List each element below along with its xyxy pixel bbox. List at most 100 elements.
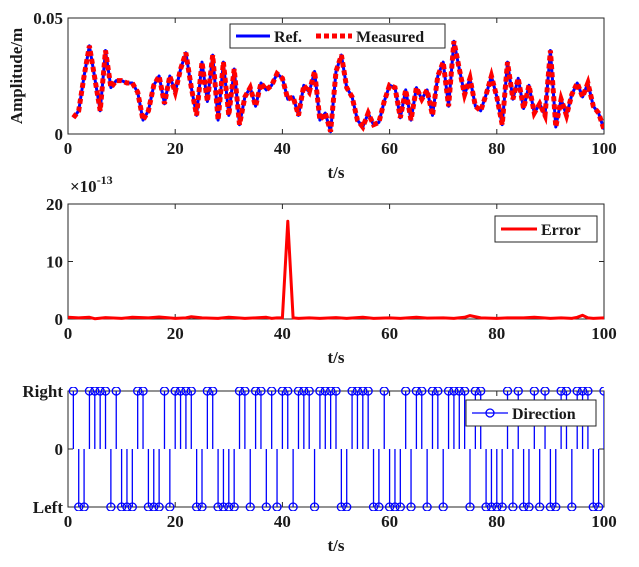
stem-marker xyxy=(267,387,277,396)
stem-marker xyxy=(90,387,100,396)
x-tick-label: 0 xyxy=(64,324,73,343)
stem-marker xyxy=(149,502,159,511)
stem-marker xyxy=(556,387,566,396)
stem-marker xyxy=(454,387,464,396)
y-tick-label: 20 xyxy=(46,195,63,214)
stem-marker xyxy=(540,387,550,396)
stem-marker xyxy=(234,387,245,396)
stem-marker xyxy=(68,387,79,396)
stem-marker xyxy=(100,387,111,396)
stem-marker xyxy=(299,387,309,396)
legend-label-ref: Ref. xyxy=(274,29,302,46)
stem-marker xyxy=(417,387,427,396)
x-tick-label: 100 xyxy=(591,324,617,343)
stem-marker xyxy=(74,502,84,511)
y-tick-label: Left xyxy=(33,498,64,517)
x-tick-label: 60 xyxy=(381,139,398,158)
stem-marker xyxy=(229,502,239,511)
stem-marker xyxy=(572,387,582,396)
stem-marker xyxy=(272,502,282,511)
stem-marker xyxy=(588,502,598,511)
stem-marker xyxy=(111,387,121,396)
stem-marker xyxy=(213,502,223,511)
series-line-measured xyxy=(71,40,604,133)
y-tick-label: 0 xyxy=(55,125,64,144)
plot-area xyxy=(68,219,604,321)
subplot-2: 0 20 40 60 80 100 0 10 20 t/s ×10-13 Error xyxy=(46,173,617,367)
x-tick-label: 100 xyxy=(591,139,617,158)
stem-marker xyxy=(449,387,459,396)
x-tick-label: 100 xyxy=(591,512,617,531)
stem-marker xyxy=(277,387,288,396)
stem-marker xyxy=(599,387,604,396)
stem-marker xyxy=(465,502,475,511)
scale-exponent-power: -13 xyxy=(97,173,113,187)
stem-marker xyxy=(583,387,593,396)
stem-marker xyxy=(170,387,180,396)
y-ticks: Right 0 Left xyxy=(22,382,604,517)
stem-marker xyxy=(197,502,207,511)
legend: Direction xyxy=(465,399,597,427)
x-tick-label: 40 xyxy=(274,512,291,531)
scale-exponent: ×10-13 xyxy=(70,173,113,196)
stem-marker xyxy=(122,502,132,511)
stem-marker xyxy=(159,387,170,396)
stem-marker xyxy=(518,502,529,511)
stem-marker xyxy=(138,387,148,396)
stem-marker xyxy=(476,387,486,396)
stem-marker xyxy=(384,502,395,511)
stem-marker xyxy=(84,387,95,396)
x-ticks: 0 20 40 60 80 100 xyxy=(64,204,617,343)
stem-marker xyxy=(288,502,298,511)
stem-marker xyxy=(304,387,314,396)
stem-marker xyxy=(481,502,491,511)
stem-marker xyxy=(261,502,271,511)
stem-marker xyxy=(567,502,577,511)
stem-marker xyxy=(577,387,588,396)
stem-marker xyxy=(181,387,191,396)
stem-marker xyxy=(443,387,454,396)
stem-marker xyxy=(593,502,604,511)
y-axis-label: Amplitude/m xyxy=(7,28,26,124)
stem-marker xyxy=(433,387,443,396)
x-axis-label: t/s xyxy=(328,536,345,555)
stem-marker xyxy=(352,387,363,396)
stem-marker xyxy=(208,387,218,396)
stem-marker xyxy=(133,387,143,396)
stem-marker xyxy=(379,387,389,396)
stem-marker xyxy=(508,502,518,511)
stem-marker xyxy=(502,387,513,396)
x-tick-label: 20 xyxy=(167,324,184,343)
stem-marker xyxy=(347,387,357,396)
x-tick-label: 20 xyxy=(167,512,184,531)
y-ticks: 00.05 xyxy=(33,9,604,144)
y-tick-label: 0.05 xyxy=(33,9,63,28)
stem-marker xyxy=(250,387,261,396)
x-tick-label: 0 xyxy=(64,139,73,158)
stem-marker xyxy=(470,387,481,396)
stem-marker xyxy=(79,502,89,511)
x-tick-label: 60 xyxy=(381,512,398,531)
x-axis-label: t/s xyxy=(328,163,345,182)
stem-marker xyxy=(401,387,411,396)
stem-marker xyxy=(422,502,432,511)
plot-area xyxy=(68,387,604,511)
stem-marker xyxy=(154,502,164,511)
stem-marker xyxy=(309,502,320,511)
x-tick-label: 80 xyxy=(488,512,505,531)
stem-marker xyxy=(363,387,373,396)
x-tick-label: 60 xyxy=(381,324,398,343)
y-tick-label: 10 xyxy=(46,253,63,272)
legend: Ref. Measured xyxy=(229,23,446,49)
series-line-error xyxy=(68,219,604,321)
y-tick-label: 0 xyxy=(55,310,64,329)
x-tick-label: 0 xyxy=(64,512,73,531)
stem-marker xyxy=(106,502,116,511)
stem-marker xyxy=(459,387,470,396)
stem-marker xyxy=(256,387,266,396)
x-axis-label: t/s xyxy=(328,348,345,367)
stem-marker xyxy=(551,502,561,511)
stem-marker xyxy=(186,387,196,396)
